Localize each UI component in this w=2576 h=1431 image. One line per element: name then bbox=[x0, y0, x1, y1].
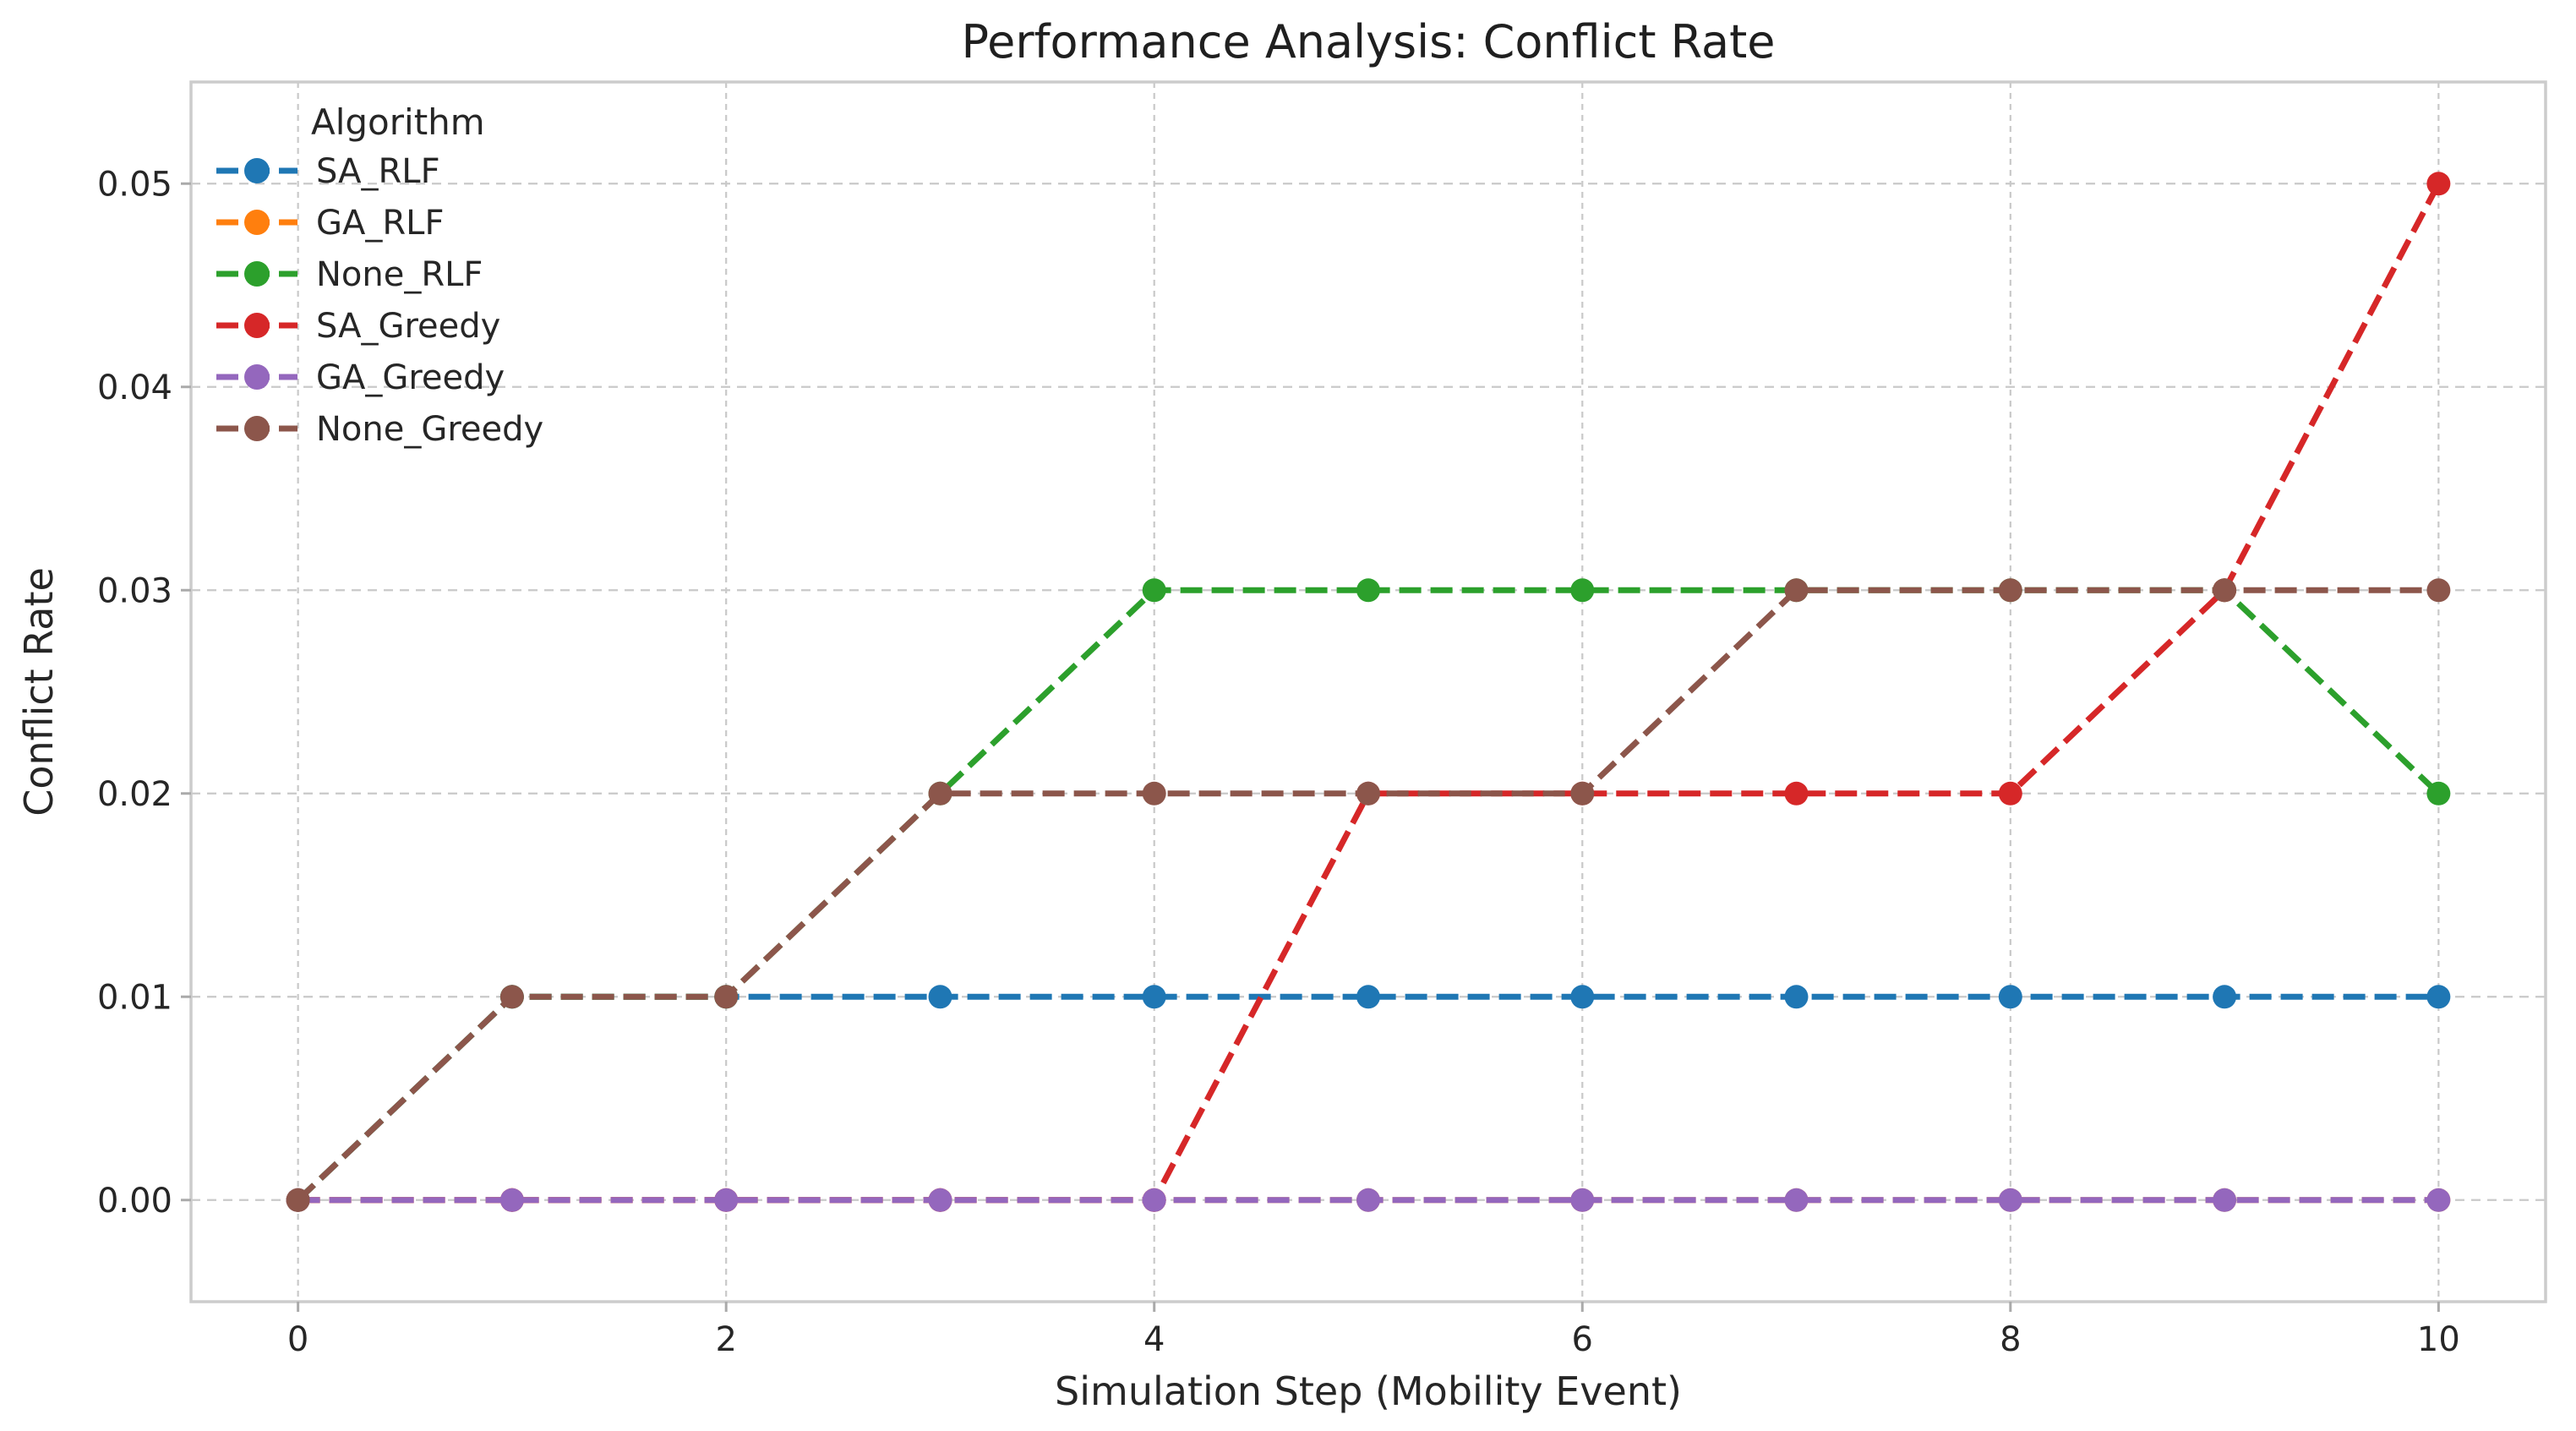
y-tick-label-0: 0.00 bbox=[97, 1182, 172, 1221]
data-point-None_Greedy-5 bbox=[1356, 781, 1380, 806]
legend-item-None_RLF: None_RLF bbox=[216, 255, 483, 294]
legend-label-None_Greedy: None_Greedy bbox=[316, 410, 543, 449]
data-point-None_RLF-6 bbox=[1570, 578, 1595, 603]
data-point-GA_Greedy-5 bbox=[1356, 1188, 1380, 1212]
y-tick-label-0.05: 0.05 bbox=[97, 165, 172, 204]
data-point-None_Greedy-3 bbox=[928, 781, 952, 806]
data-point-SA_Greedy-7 bbox=[1784, 781, 1809, 806]
data-point-SA_RLF-6 bbox=[1570, 985, 1595, 1009]
data-point-SA_RLF-9 bbox=[2213, 985, 2237, 1009]
data-point-GA_Greedy-6 bbox=[1570, 1188, 1595, 1212]
data-point-None_Greedy-7 bbox=[1784, 578, 1809, 603]
y-tick-label-0.03: 0.03 bbox=[97, 571, 172, 610]
y-tick-label-0.02: 0.02 bbox=[97, 775, 172, 814]
legend-item-GA_RLF: GA_RLF bbox=[216, 204, 444, 243]
data-point-SA_RLF-10 bbox=[2426, 985, 2451, 1009]
legend-label-GA_Greedy: GA_Greedy bbox=[316, 358, 505, 397]
data-point-GA_Greedy-9 bbox=[2213, 1188, 2237, 1212]
legend-marker-SA_RLF bbox=[244, 158, 270, 183]
x-tick-label-10: 10 bbox=[2417, 1320, 2460, 1359]
data-point-GA_Greedy-1 bbox=[499, 1188, 524, 1212]
data-point-None_Greedy-9 bbox=[2213, 578, 2237, 603]
data-point-None_Greedy-0 bbox=[286, 1188, 310, 1212]
data-point-SA_RLF-5 bbox=[1356, 985, 1380, 1009]
legend-title: Algorithm bbox=[311, 101, 485, 143]
legend-item-SA_Greedy: SA_Greedy bbox=[216, 307, 500, 346]
data-point-None_RLF-4 bbox=[1142, 578, 1166, 603]
chart-title: Performance Analysis: Conflict Rate bbox=[961, 15, 1775, 68]
x-tick-label-6: 6 bbox=[1572, 1320, 1593, 1359]
data-point-SA_RLF-8 bbox=[1998, 985, 2022, 1009]
legend-label-None_RLF: None_RLF bbox=[316, 255, 483, 294]
legend-marker-GA_Greedy bbox=[244, 364, 270, 390]
y-axis-label: Conflict Rate bbox=[16, 567, 62, 817]
y-tick-label-0.01: 0.01 bbox=[97, 978, 172, 1017]
series-None_Greedy bbox=[286, 578, 2451, 1212]
data-point-GA_Greedy-10 bbox=[2426, 1188, 2451, 1212]
data-point-None_Greedy-10 bbox=[2426, 578, 2451, 603]
legend-label-SA_Greedy: SA_Greedy bbox=[316, 307, 500, 346]
x-axis-label: Simulation Step (Mobility Event) bbox=[1055, 1368, 1682, 1414]
x-tick-label-8: 8 bbox=[2000, 1320, 2021, 1359]
data-point-SA_RLF-4 bbox=[1142, 985, 1166, 1009]
x-tick-label-0: 0 bbox=[287, 1320, 308, 1359]
series-GA_Greedy bbox=[286, 1188, 2451, 1212]
data-point-GA_Greedy-7 bbox=[1784, 1188, 1809, 1212]
y-tick-label-0.04: 0.04 bbox=[97, 369, 172, 407]
tick-marks bbox=[181, 182, 2440, 1312]
data-point-GA_Greedy-3 bbox=[928, 1188, 952, 1212]
plot-border bbox=[189, 80, 2547, 1303]
data-point-None_RLF-5 bbox=[1356, 578, 1380, 603]
data-point-GA_Greedy-2 bbox=[714, 1188, 739, 1212]
legend-item-SA_RLF: SA_RLF bbox=[216, 152, 440, 191]
x-tick-label-4: 4 bbox=[1143, 1320, 1165, 1359]
legend-label-SA_RLF: SA_RLF bbox=[316, 152, 440, 191]
data-point-None_Greedy-8 bbox=[1998, 578, 2022, 603]
legend-marker-GA_RLF bbox=[244, 210, 270, 235]
data-point-GA_Greedy-4 bbox=[1142, 1188, 1166, 1212]
data-point-GA_Greedy-8 bbox=[1998, 1188, 2022, 1212]
data-point-None_Greedy-4 bbox=[1142, 781, 1166, 806]
data-point-SA_RLF-7 bbox=[1784, 985, 1809, 1009]
legend-marker-None_RLF bbox=[244, 261, 270, 287]
data-point-None_Greedy-1 bbox=[499, 985, 524, 1009]
legend: Algorithm SA_RLF GA_RLF None_RLF SA_Greedy GA… bbox=[216, 101, 543, 449]
legend-item-None_Greedy: None_Greedy bbox=[216, 410, 543, 449]
data-point-SA_Greedy-8 bbox=[1998, 781, 2022, 806]
data-point-SA_Greedy-10 bbox=[2426, 172, 2451, 196]
legend-marker-None_Greedy bbox=[244, 416, 270, 441]
legend-item-GA_Greedy: GA_Greedy bbox=[216, 358, 505, 397]
tick-labels: 0 2 4 6 8 10 0.00 0.01 0.02 0.03 0.04 0.05 bbox=[97, 165, 2460, 1359]
data-point-None_RLF-10 bbox=[2426, 781, 2451, 806]
data-point-None_Greedy-6 bbox=[1570, 781, 1595, 806]
data-point-None_Greedy-2 bbox=[714, 985, 739, 1009]
legend-label-GA_RLF: GA_RLF bbox=[316, 204, 444, 243]
data-point-SA_RLF-3 bbox=[928, 985, 952, 1009]
x-tick-label-2: 2 bbox=[715, 1320, 736, 1359]
legend-marker-SA_Greedy bbox=[244, 313, 270, 338]
